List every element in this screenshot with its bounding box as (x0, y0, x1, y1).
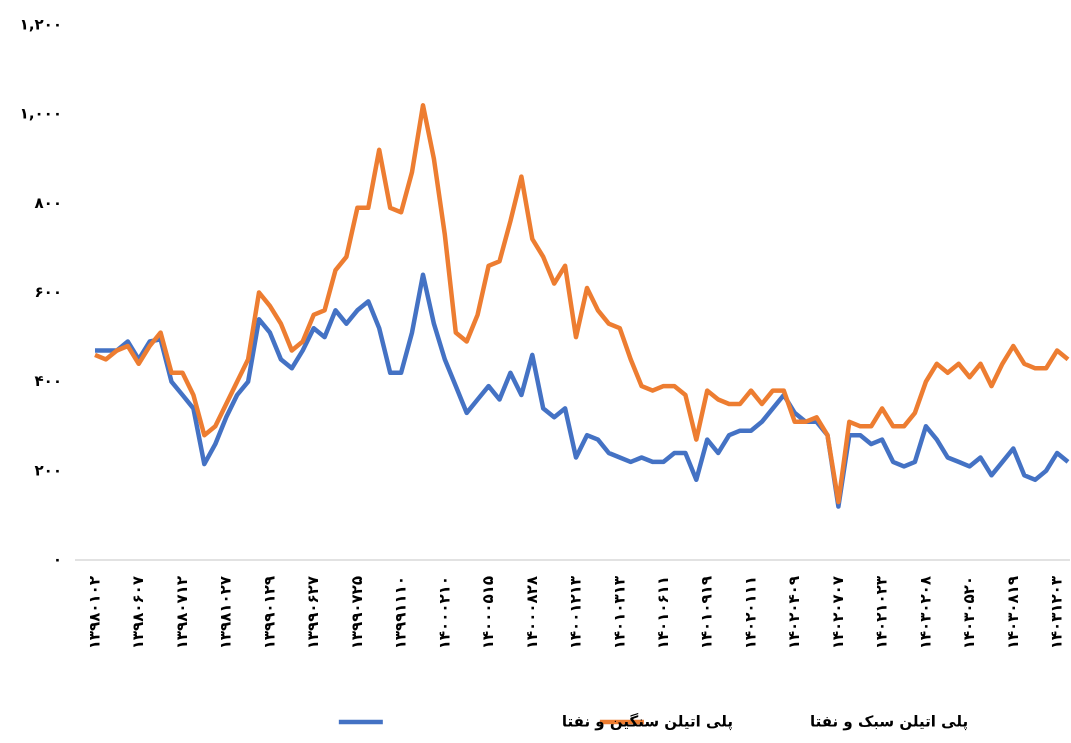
legend-label: پلی اتیلن سنگین و نفتا (562, 713, 733, 732)
x-tick-label: ۱۴۰۳۱۲۰۳ (1048, 576, 1066, 649)
x-tick-label: ۱۴۰۱۰۶۱۱ (654, 576, 672, 649)
x-tick-label: ۱۳۹۸۰۷۱۲ (173, 576, 191, 649)
y-tick-label: ۲۰۰ (35, 461, 62, 479)
y-tick-label: ۱,۲۰۰ (20, 16, 62, 34)
x-tick-label: ۱۴۰۲۱۰۲۳ (873, 576, 891, 649)
x-tick-label: ۱۳۹۹۱۱۱۰ (392, 576, 410, 649)
x-tick-label: ۱۳۹۸۱۰۲۷ (217, 576, 235, 649)
y-tick-label: ۱,۰۰۰ (20, 105, 62, 123)
x-tick-label: ۱۴۰۰۰۵۱۵ (479, 576, 497, 649)
legend-label: پلی اتیلن سبک و نفتا (810, 713, 968, 732)
x-tick-label: ۱۴۰۰۱۲۱۳ (567, 576, 585, 649)
line-series (94, 103, 1070, 505)
x-tick-label: ۱۳۹۹۰۶۲۷ (304, 576, 322, 649)
y-tick-label: ۴۰۰ (35, 372, 62, 390)
x-tick-label: ۱۴۰۲۰۷۰۷ (829, 576, 847, 649)
x-tick-label: ۱۴۰۳۰۸۱۹ (1004, 576, 1022, 649)
x-tick-label: ۱۴۰۰۰۲۱۰ (435, 576, 453, 649)
x-tick-label: ۱۳۹۸۰۱۰۲ (86, 576, 104, 649)
x-tick-label: ۱۳۹۹۰۱۲۹ (260, 576, 278, 649)
x-tick-label: ۱۳۹۸۰۶۰۷ (129, 576, 147, 649)
x-tick-label: ۱۴۰۱۰۹۱۹ (698, 576, 716, 649)
x-tick-label: ۱۴۰۰۰۸۲۸ (523, 576, 541, 649)
x-tick-label: ۱۴۰۱۰۳۱۳ (610, 576, 628, 649)
x-tick-label: ۱۴۰۳۰۵۲۰ (960, 576, 978, 649)
line-series (95, 272, 1070, 509)
x-tick-label: ۱۴۰۲۰۱۱۱ (741, 576, 759, 649)
x-tick-label: ۱۴۰۲۰۴۰۹ (785, 576, 803, 649)
y-tick-label: ۸۰۰ (35, 194, 62, 212)
x-tick-label: ۱۳۹۹۰۷۲۵ (348, 576, 366, 649)
x-tick-label: ۱۴۰۳۰۲۰۸ (916, 576, 934, 649)
y-tick-label: ۰ (53, 551, 62, 569)
y-tick-label: ۶۰۰ (35, 283, 62, 301)
